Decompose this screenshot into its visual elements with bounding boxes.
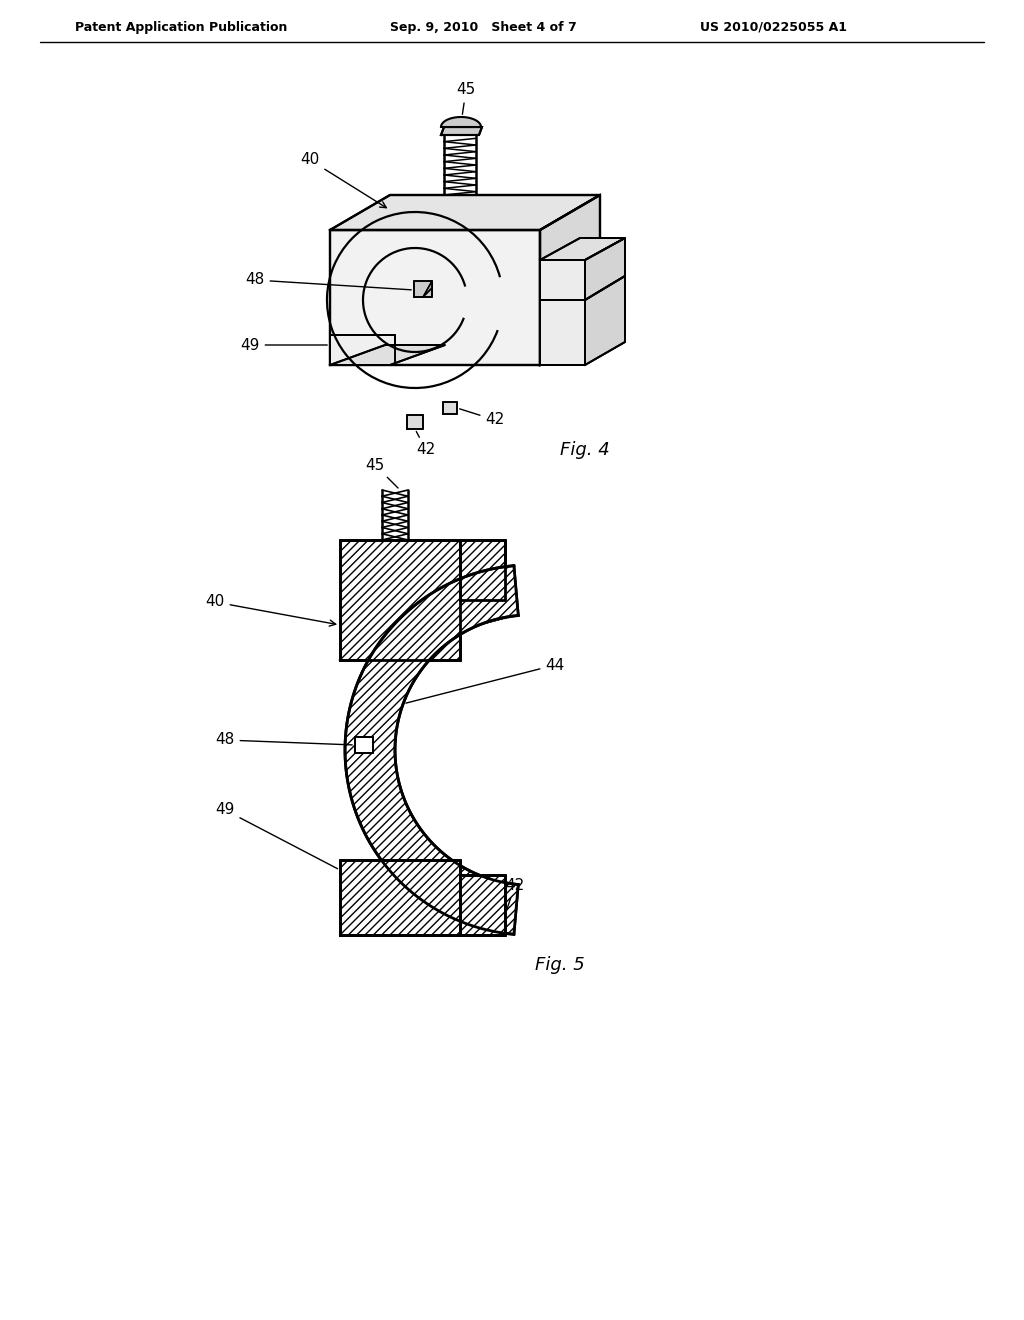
- Text: 42: 42: [460, 409, 505, 428]
- Text: 45: 45: [457, 82, 475, 115]
- Polygon shape: [540, 238, 625, 260]
- Text: Sep. 9, 2010   Sheet 4 of 7: Sep. 9, 2010 Sheet 4 of 7: [390, 21, 577, 33]
- Text: 48: 48: [215, 733, 352, 747]
- Polygon shape: [330, 345, 445, 366]
- Polygon shape: [540, 260, 585, 300]
- Polygon shape: [540, 300, 585, 366]
- Polygon shape: [443, 403, 457, 414]
- Text: 40: 40: [206, 594, 336, 626]
- Polygon shape: [585, 238, 625, 300]
- Polygon shape: [330, 230, 540, 366]
- Text: 49: 49: [215, 803, 338, 869]
- Text: 42: 42: [506, 878, 524, 912]
- Polygon shape: [345, 566, 518, 935]
- Polygon shape: [441, 127, 482, 135]
- Polygon shape: [414, 281, 432, 297]
- Text: Fig. 5: Fig. 5: [536, 956, 585, 974]
- Text: US 2010/0225055 A1: US 2010/0225055 A1: [700, 21, 847, 33]
- Text: Fig. 4: Fig. 4: [560, 441, 610, 459]
- Text: 45: 45: [366, 458, 398, 488]
- Polygon shape: [340, 861, 460, 935]
- Text: 44: 44: [406, 657, 564, 704]
- Polygon shape: [460, 540, 505, 601]
- Text: 49: 49: [241, 338, 328, 352]
- Polygon shape: [540, 195, 600, 366]
- Polygon shape: [460, 875, 505, 935]
- Polygon shape: [330, 335, 395, 366]
- Polygon shape: [423, 281, 432, 297]
- Polygon shape: [585, 276, 625, 366]
- Text: 42: 42: [417, 432, 435, 458]
- Text: Patent Application Publication: Patent Application Publication: [75, 21, 288, 33]
- Polygon shape: [330, 195, 600, 230]
- Polygon shape: [407, 414, 423, 429]
- Polygon shape: [355, 737, 373, 752]
- Polygon shape: [340, 540, 460, 660]
- Text: 48: 48: [246, 272, 412, 290]
- Text: 40: 40: [300, 153, 386, 207]
- Polygon shape: [441, 117, 481, 127]
